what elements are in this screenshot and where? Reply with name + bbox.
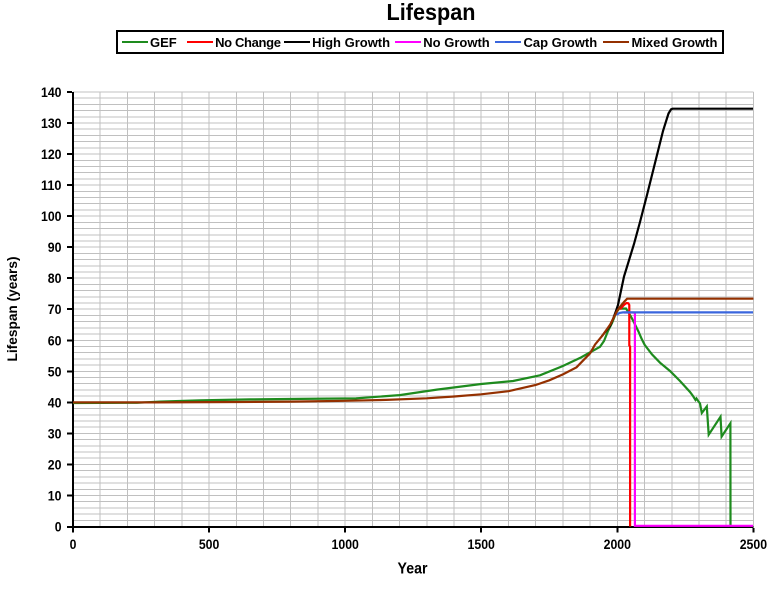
svg-text:130: 130 (41, 115, 62, 131)
svg-text:10: 10 (48, 488, 62, 504)
svg-text:Lifespan (years): Lifespan (years) (4, 257, 20, 362)
svg-text:Year: Year (398, 560, 428, 577)
svg-text:90: 90 (48, 239, 62, 255)
svg-text:70: 70 (48, 301, 62, 317)
svg-text:500: 500 (199, 536, 220, 552)
svg-text:2500: 2500 (740, 536, 768, 552)
svg-text:2000: 2000 (604, 536, 632, 552)
svg-text:30: 30 (48, 425, 62, 441)
svg-text:110: 110 (41, 177, 62, 193)
svg-text:1500: 1500 (468, 536, 496, 552)
svg-text:40: 40 (48, 394, 62, 410)
svg-text:50: 50 (48, 363, 62, 379)
svg-text:0: 0 (55, 519, 62, 535)
svg-text:60: 60 (48, 332, 62, 348)
svg-text:120: 120 (41, 146, 62, 162)
svg-text:140: 140 (41, 84, 62, 100)
svg-text:80: 80 (48, 270, 62, 286)
svg-text:0: 0 (70, 536, 77, 552)
svg-text:100: 100 (41, 208, 62, 224)
svg-text:20: 20 (48, 456, 62, 472)
svg-text:1000: 1000 (332, 536, 360, 552)
